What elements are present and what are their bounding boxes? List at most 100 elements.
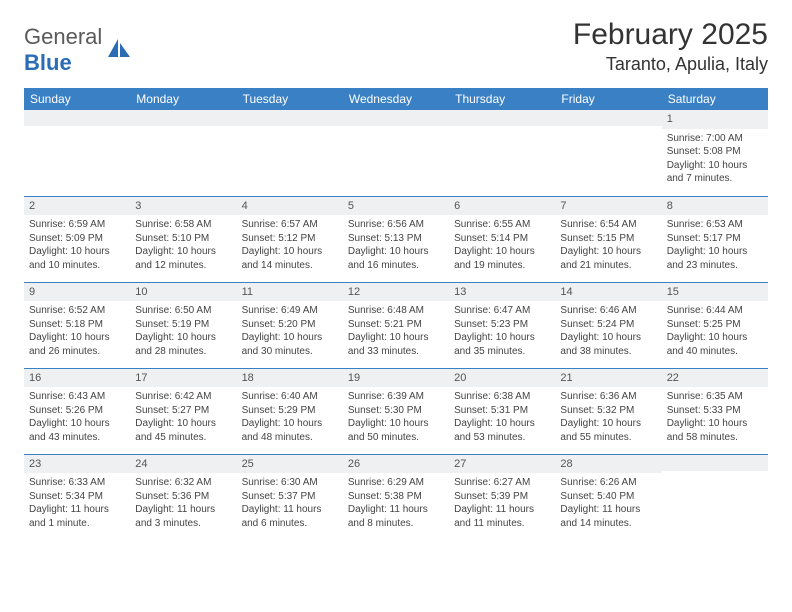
day-info-line: Daylight: 10 hours and 10 minutes. [29,245,125,272]
day-info-line: Sunrise: 6:49 AM [242,304,338,318]
calendar-day-cell: 21Sunrise: 6:36 AMSunset: 5:32 PMDayligh… [555,368,661,454]
day-number: 27 [449,455,555,474]
weekday-header: Thursday [449,88,555,110]
calendar-day-cell: 1Sunrise: 7:00 AMSunset: 5:08 PMDaylight… [662,110,768,196]
day-info-line: Sunset: 5:08 PM [667,145,763,159]
calendar-day-cell: 13Sunrise: 6:47 AMSunset: 5:23 PMDayligh… [449,282,555,368]
calendar-empty-cell [24,110,130,196]
weekday-header: Sunday [24,88,130,110]
day-info-line: Sunrise: 6:58 AM [135,218,231,232]
day-info-line: Sunset: 5:24 PM [560,318,656,332]
day-info-line: Sunrise: 6:42 AM [135,390,231,404]
day-info-line: Daylight: 10 hours and 50 minutes. [348,417,444,444]
day-info-line: Sunrise: 6:27 AM [454,476,550,490]
day-info-line: Sunset: 5:36 PM [135,490,231,504]
calendar-day-cell: 19Sunrise: 6:39 AMSunset: 5:30 PMDayligh… [343,368,449,454]
day-info-line: Sunrise: 6:43 AM [29,390,125,404]
day-number: 4 [237,197,343,216]
day-info-line: Sunset: 5:19 PM [135,318,231,332]
day-info-line: Sunset: 5:30 PM [348,404,444,418]
calendar-day-cell: 27Sunrise: 6:27 AMSunset: 5:39 PMDayligh… [449,454,555,540]
day-info-line: Sunset: 5:29 PM [242,404,338,418]
day-info-line: Sunrise: 6:40 AM [242,390,338,404]
day-info-line: Daylight: 10 hours and 30 minutes. [242,331,338,358]
day-number: 16 [24,369,130,388]
calendar-week-row: 2Sunrise: 6:59 AMSunset: 5:09 PMDaylight… [24,196,768,282]
day-info-line: Sunrise: 6:52 AM [29,304,125,318]
day-number: 3 [130,197,236,216]
day-info-line: Daylight: 10 hours and 43 minutes. [29,417,125,444]
day-info-line: Sunset: 5:17 PM [667,232,763,246]
day-number: 12 [343,283,449,302]
day-number: 9 [24,283,130,302]
day-info-line: Sunset: 5:23 PM [454,318,550,332]
day-info-line: Sunset: 5:10 PM [135,232,231,246]
day-info-line: Sunset: 5:15 PM [560,232,656,246]
calendar-week-row: 23Sunrise: 6:33 AMSunset: 5:34 PMDayligh… [24,454,768,540]
day-info-line: Sunrise: 6:53 AM [667,218,763,232]
day-number [555,110,661,126]
day-info-line: Sunrise: 6:56 AM [348,218,444,232]
day-info-line: Sunset: 5:20 PM [242,318,338,332]
day-info-line: Daylight: 10 hours and 38 minutes. [560,331,656,358]
day-info-line: Sunrise: 6:26 AM [560,476,656,490]
day-info-line: Sunrise: 7:00 AM [667,132,763,146]
brand-logo: General Blue [24,24,132,76]
day-info-line: Sunset: 5:18 PM [29,318,125,332]
calendar-empty-cell [130,110,236,196]
calendar-table: SundayMondayTuesdayWednesdayThursdayFrid… [24,88,768,540]
brand-text: General Blue [24,24,102,76]
day-number: 20 [449,369,555,388]
day-number: 10 [130,283,236,302]
day-number [449,110,555,126]
day-number [130,110,236,126]
weekday-header: Friday [555,88,661,110]
day-info-line: Daylight: 10 hours and 26 minutes. [29,331,125,358]
day-info-line: Daylight: 11 hours and 1 minute. [29,503,125,530]
day-number: 7 [555,197,661,216]
calendar-day-cell: 5Sunrise: 6:56 AMSunset: 5:13 PMDaylight… [343,196,449,282]
day-info-line: Sunrise: 6:44 AM [667,304,763,318]
weekday-header: Monday [130,88,236,110]
day-number: 24 [130,455,236,474]
day-info-line: Daylight: 10 hours and 33 minutes. [348,331,444,358]
calendar-day-cell: 24Sunrise: 6:32 AMSunset: 5:36 PMDayligh… [130,454,236,540]
day-info-line: Sunrise: 6:55 AM [454,218,550,232]
day-number: 22 [662,369,768,388]
month-title: February 2025 [573,18,768,52]
day-info-line: Sunrise: 6:57 AM [242,218,338,232]
day-number: 2 [24,197,130,216]
brand-word1: General [24,24,102,49]
day-info-line: Sunrise: 6:29 AM [348,476,444,490]
day-info-line: Daylight: 10 hours and 14 minutes. [242,245,338,272]
calendar-week-row: 9Sunrise: 6:52 AMSunset: 5:18 PMDaylight… [24,282,768,368]
calendar-day-cell: 3Sunrise: 6:58 AMSunset: 5:10 PMDaylight… [130,196,236,282]
calendar-day-cell: 8Sunrise: 6:53 AMSunset: 5:17 PMDaylight… [662,196,768,282]
day-number: 17 [130,369,236,388]
calendar-day-cell: 26Sunrise: 6:29 AMSunset: 5:38 PMDayligh… [343,454,449,540]
calendar-header-row: SundayMondayTuesdayWednesdayThursdayFrid… [24,88,768,110]
title-block: February 2025 Taranto, Apulia, Italy [573,18,768,75]
weekday-header: Saturday [662,88,768,110]
calendar-day-cell: 17Sunrise: 6:42 AMSunset: 5:27 PMDayligh… [130,368,236,454]
calendar-day-cell: 28Sunrise: 6:26 AMSunset: 5:40 PMDayligh… [555,454,661,540]
calendar-empty-cell [555,110,661,196]
day-info-line: Sunrise: 6:50 AM [135,304,231,318]
calendar-day-cell: 14Sunrise: 6:46 AMSunset: 5:24 PMDayligh… [555,282,661,368]
day-info-line: Sunrise: 6:59 AM [29,218,125,232]
calendar-day-cell: 20Sunrise: 6:38 AMSunset: 5:31 PMDayligh… [449,368,555,454]
calendar-day-cell: 25Sunrise: 6:30 AMSunset: 5:37 PMDayligh… [237,454,343,540]
day-info-line: Sunrise: 6:48 AM [348,304,444,318]
day-info-line: Daylight: 10 hours and 53 minutes. [454,417,550,444]
day-info-line: Daylight: 10 hours and 16 minutes. [348,245,444,272]
day-number [662,455,768,471]
day-info-line: Sunset: 5:09 PM [29,232,125,246]
day-number [343,110,449,126]
day-info-line: Sunrise: 6:54 AM [560,218,656,232]
day-info-line: Sunrise: 6:32 AM [135,476,231,490]
day-info-line: Daylight: 10 hours and 48 minutes. [242,417,338,444]
day-info-line: Daylight: 10 hours and 21 minutes. [560,245,656,272]
day-info-line: Sunrise: 6:38 AM [454,390,550,404]
day-info-line: Sunset: 5:27 PM [135,404,231,418]
calendar-day-cell: 15Sunrise: 6:44 AMSunset: 5:25 PMDayligh… [662,282,768,368]
